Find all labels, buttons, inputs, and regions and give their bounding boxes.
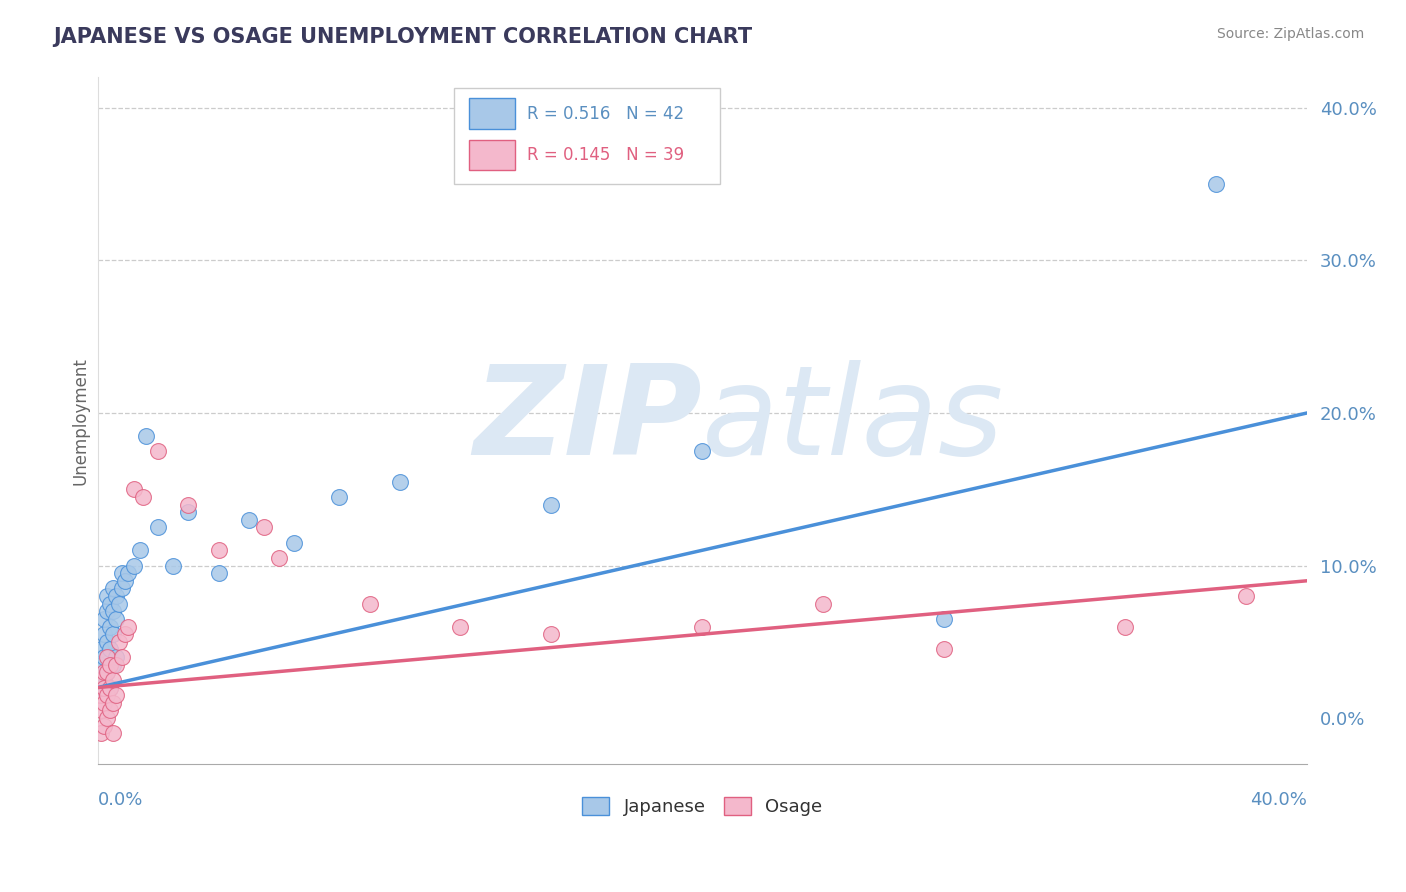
Text: Source: ZipAtlas.com: Source: ZipAtlas.com	[1216, 27, 1364, 41]
Point	[540, 627, 562, 641]
Point	[1205, 178, 1227, 192]
Point	[101, 604, 124, 618]
Point	[1234, 589, 1257, 603]
Point	[93, 681, 115, 695]
Point	[146, 520, 169, 534]
Text: atlas: atlas	[702, 360, 1004, 481]
Point	[114, 574, 136, 588]
Point	[135, 429, 157, 443]
Point	[932, 642, 955, 657]
Point	[111, 650, 134, 665]
Point	[101, 582, 124, 596]
Point	[101, 696, 124, 710]
Text: ZIP: ZIP	[474, 360, 702, 481]
Point	[104, 657, 127, 672]
Point	[93, 650, 115, 665]
Point	[98, 619, 121, 633]
Point	[98, 597, 121, 611]
Point	[93, 696, 115, 710]
Point	[1114, 619, 1136, 633]
Point	[104, 688, 127, 702]
Point	[93, 612, 115, 626]
Point	[146, 444, 169, 458]
Point	[96, 665, 118, 680]
Point	[107, 597, 129, 611]
Point	[122, 558, 145, 573]
Point	[207, 543, 229, 558]
Point	[104, 589, 127, 603]
Point	[98, 681, 121, 695]
Point	[101, 673, 124, 687]
Text: R = 0.516   N = 42: R = 0.516 N = 42	[527, 105, 683, 123]
Point	[90, 688, 112, 702]
Text: R = 0.145   N = 39: R = 0.145 N = 39	[527, 146, 683, 164]
Point	[932, 612, 955, 626]
Text: 40.0%: 40.0%	[1250, 791, 1306, 809]
Point	[96, 604, 118, 618]
Point	[114, 627, 136, 641]
Point	[207, 566, 229, 581]
Point	[328, 490, 350, 504]
Y-axis label: Unemployment: Unemployment	[72, 357, 89, 484]
FancyBboxPatch shape	[468, 98, 515, 129]
Point	[93, 719, 115, 733]
Point	[177, 498, 200, 512]
Point	[107, 635, 129, 649]
Point	[690, 444, 713, 458]
Point	[90, 726, 112, 740]
Point	[132, 490, 155, 504]
Point	[98, 681, 121, 695]
Point	[359, 597, 381, 611]
Point	[267, 550, 290, 565]
Point	[90, 642, 112, 657]
Point	[283, 535, 305, 549]
Point	[117, 619, 139, 633]
Point	[98, 657, 121, 672]
Point	[117, 566, 139, 581]
Point	[388, 475, 411, 489]
Point	[93, 673, 115, 687]
Point	[540, 498, 562, 512]
Point	[253, 520, 276, 534]
Point	[90, 657, 112, 672]
Point	[177, 505, 200, 519]
Text: JAPANESE VS OSAGE UNEMPLOYMENT CORRELATION CHART: JAPANESE VS OSAGE UNEMPLOYMENT CORRELATI…	[53, 27, 752, 46]
Text: 0.0%: 0.0%	[97, 791, 143, 809]
Point	[238, 513, 260, 527]
Point	[104, 650, 127, 665]
FancyBboxPatch shape	[454, 87, 720, 184]
Point	[111, 566, 134, 581]
Point	[122, 483, 145, 497]
Point	[101, 726, 124, 740]
Point	[96, 635, 118, 649]
Point	[90, 673, 112, 687]
Point	[690, 619, 713, 633]
Point	[162, 558, 184, 573]
Point	[98, 642, 121, 657]
Point	[98, 703, 121, 717]
Point	[104, 612, 127, 626]
Point	[90, 681, 112, 695]
Point	[111, 582, 134, 596]
Point	[449, 619, 471, 633]
Legend: Japanese, Osage: Japanese, Osage	[575, 789, 830, 823]
Point	[96, 650, 118, 665]
Point	[811, 597, 834, 611]
Point	[96, 589, 118, 603]
Point	[101, 657, 124, 672]
FancyBboxPatch shape	[468, 139, 515, 170]
Point	[96, 665, 118, 680]
Point	[101, 627, 124, 641]
Point	[96, 711, 118, 725]
Point	[129, 543, 152, 558]
Point	[93, 665, 115, 680]
Point	[93, 627, 115, 641]
Point	[90, 703, 112, 717]
Point	[96, 688, 118, 702]
